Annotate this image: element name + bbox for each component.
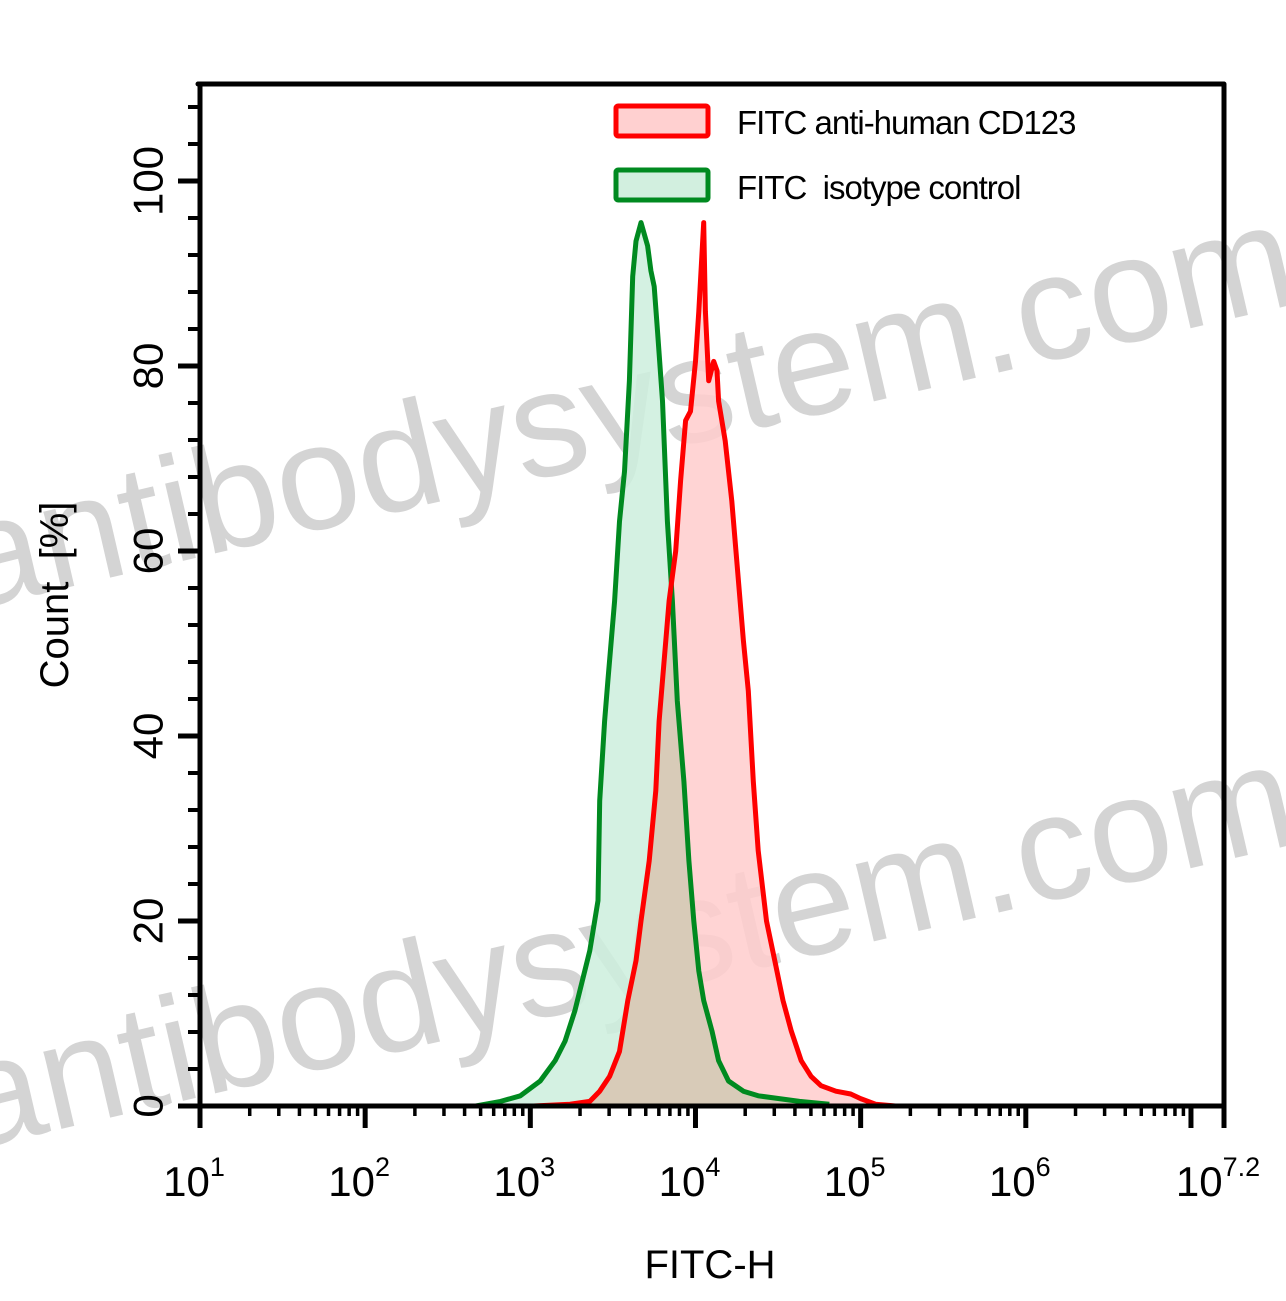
- legend-swatch-isotype: [613, 167, 711, 203]
- y-tick-label: 60: [125, 528, 172, 575]
- legend-label-isotype: FITC isotype control: [737, 169, 1020, 206]
- x-tick-label: 104: [659, 1152, 721, 1205]
- series-line-1: [475, 220, 830, 1109]
- y-axis-ticks: 0 20 40 60 80 100: [125, 105, 200, 1118]
- series-line-0: [533, 220, 896, 1109]
- legend-item-cd123: FITC anti-human CD123: [613, 103, 1076, 141]
- legend-label-cd123: FITC anti-human CD123: [737, 104, 1075, 141]
- x-tick-label: 107.2: [1176, 1152, 1260, 1205]
- y-tick-label: 100: [125, 146, 172, 216]
- x-tick-label: 102: [328, 1152, 390, 1205]
- y-tick-label: 40: [125, 713, 172, 760]
- x-axis-title: FITC-H: [644, 1243, 775, 1287]
- legend-item-isotype: FITC isotype control: [613, 167, 1021, 206]
- series-fill-1: [475, 222, 830, 1107]
- y-tick-label: 0: [125, 1094, 172, 1117]
- y-axis-title: Count [%]: [33, 502, 77, 689]
- y-tick-label: 80: [125, 343, 172, 390]
- legend-swatch-cd123: [613, 103, 711, 139]
- series-layer: [475, 220, 896, 1109]
- legend: FITC anti-human CD123 FITC isotype contr…: [613, 103, 1076, 206]
- x-tick-label: 101: [163, 1152, 225, 1205]
- series-fill-0: [533, 222, 896, 1107]
- y-tick-label: 20: [125, 898, 172, 945]
- x-tick-label: 106: [989, 1152, 1051, 1205]
- x-tick-label: 103: [493, 1152, 555, 1205]
- x-tick-label: 105: [824, 1152, 886, 1205]
- x-axis-ticks: 101 102 103 104 105 106 107.2: [163, 1106, 1260, 1205]
